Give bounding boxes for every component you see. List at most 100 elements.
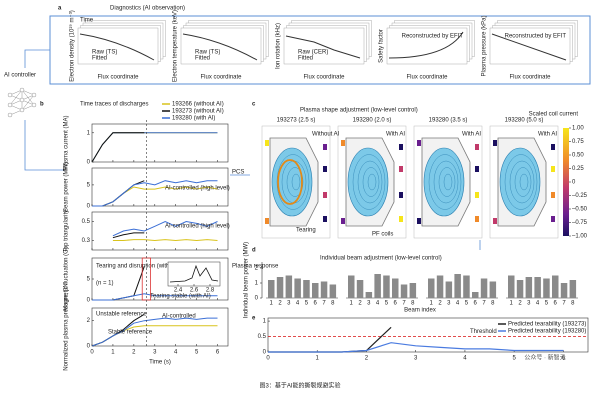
legend-entry: 193280 (with AI) — [172, 116, 215, 122]
x-tick-label: 2 — [365, 356, 369, 362]
tearing-mode — [277, 159, 303, 205]
annotation: With AI — [538, 132, 557, 138]
colorbar-tick-label: 1.00 — [572, 126, 584, 132]
snapshot-title: 193280 (2.0 s) — [353, 118, 392, 124]
y-axis-label: Safety factor — [379, 29, 385, 63]
annotation: AI-controlled (high level) — [165, 186, 230, 192]
bar — [552, 275, 559, 298]
inset-tick-label: 2.6 — [190, 288, 199, 294]
x-tick-label: 4 — [174, 350, 178, 356]
pf-coil — [399, 144, 403, 150]
x-tick-label: 1 — [111, 350, 115, 356]
x-tick-label: 6 — [474, 301, 478, 307]
pf-coil — [323, 216, 327, 222]
plot-frame — [91, 211, 229, 251]
y-axis-label: Ion rotation (kHz) — [276, 23, 282, 69]
colorbar-tick-label: 0.75 — [572, 139, 584, 145]
flux-contour — [519, 173, 529, 191]
annotation: With AI — [462, 132, 481, 138]
x-tick-label: 1 — [430, 301, 434, 307]
y-tick-label: 5 — [87, 182, 91, 188]
bar — [525, 277, 533, 298]
x-tick-label: 6 — [554, 301, 558, 307]
y-tick-label: 0 — [87, 344, 91, 350]
y-tick-label: 0.5 — [258, 334, 267, 340]
x-tick-label: 7 — [402, 301, 406, 307]
pf-coil — [323, 192, 327, 198]
bar — [392, 278, 399, 298]
bar — [285, 275, 293, 298]
y-axis-label: Electron temperature (keV) — [173, 10, 179, 82]
flux-contour — [367, 173, 377, 191]
annotation: (n = 1) — [96, 281, 114, 287]
x-axis-label: Flux coordinate — [97, 75, 139, 81]
x-tick-label: 3 — [153, 350, 157, 356]
bar — [400, 284, 408, 298]
bar — [348, 275, 355, 298]
legend-entry: 193273 (without AI) — [172, 109, 224, 115]
colorbar-tick-label: 0.25 — [572, 166, 584, 172]
flux-contour — [438, 167, 456, 197]
pf-coil — [265, 218, 269, 224]
y-tick-label: 5 — [87, 277, 91, 283]
legend-entry: Predicted tearability (193273) — [508, 322, 586, 328]
bar — [560, 283, 568, 298]
bar — [320, 281, 328, 298]
bar — [445, 281, 453, 298]
x-tick-label: 7 — [322, 301, 326, 307]
nn-icon — [7, 87, 37, 118]
pf-coil — [551, 144, 555, 150]
pf-coil — [417, 140, 421, 146]
bar — [294, 278, 301, 298]
x-tick-label: 7 — [562, 301, 566, 307]
panel-label: e — [252, 316, 256, 322]
x-tick-label: 6 — [562, 356, 566, 362]
profile-curve — [79, 33, 155, 61]
x-tick-label: 5 — [545, 301, 549, 307]
plot-frame — [267, 317, 589, 353]
legend-entry: 193266 (without AI) — [172, 102, 224, 108]
legend-entry: Predicted tearability (193280) — [508, 329, 586, 335]
stack-frame — [77, 27, 159, 65]
pf-coil — [493, 218, 497, 224]
annotation: Without AI — [312, 132, 340, 138]
x-tick-label: 7 — [482, 301, 486, 307]
pf-coil — [265, 140, 269, 146]
x-axis-label: Flux coordinate — [509, 75, 551, 81]
y-tick-label: 0 — [255, 296, 259, 302]
bar — [472, 292, 479, 298]
bar — [303, 280, 310, 298]
x-tick-label: 6 — [314, 301, 318, 307]
legend-entry: Fitted — [195, 56, 210, 62]
trace — [91, 317, 218, 347]
bar — [329, 284, 337, 298]
bar — [543, 278, 550, 298]
x-tick-label: 2 — [358, 301, 362, 307]
y-axis-label: Top triangularity — [64, 210, 70, 252]
x-tick-label: 4 — [536, 301, 540, 307]
bar — [436, 275, 444, 298]
panel-title: Plasma shape adjustment (low-level contr… — [300, 108, 418, 114]
bar — [534, 277, 541, 298]
trace — [91, 132, 145, 163]
colorbar-tick-label: –0.25 — [572, 193, 588, 199]
pcs-label: PCS — [232, 170, 244, 176]
panel-title: Individual beam adjustment (low-level co… — [320, 256, 442, 262]
y-tick-label: 0 — [87, 160, 91, 166]
flux-contour — [352, 154, 386, 210]
legend-entry: Fitted — [298, 56, 313, 62]
y-axis-label: Plasma current (MA) — [64, 115, 70, 170]
annotation: Tearing and disruption (without AI) — [96, 264, 187, 270]
pf-coil — [493, 140, 497, 146]
x-tick-label: 1 — [510, 301, 514, 307]
y-tick-label: 1 — [87, 130, 91, 136]
profile-curve — [388, 31, 464, 59]
panel-label: c — [252, 102, 256, 108]
x-axis-label: Beam index — [404, 308, 436, 314]
bar — [508, 275, 515, 298]
colorbar — [563, 128, 569, 236]
x-tick-label: 2 — [278, 301, 282, 307]
y-tick-label: 0.5 — [82, 219, 91, 225]
annotation: Tearing — [296, 228, 316, 234]
